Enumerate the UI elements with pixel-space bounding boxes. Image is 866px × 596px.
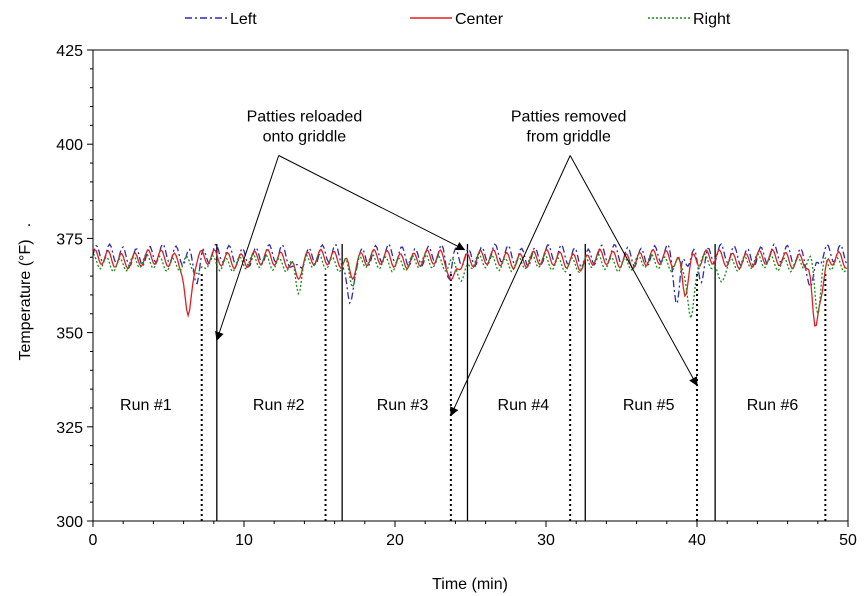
- y-tick-label: 375: [56, 231, 83, 248]
- series-left-line: [92, 243, 848, 305]
- x-tick-label: 0: [89, 532, 98, 549]
- legend: Left Center Right: [185, 11, 731, 28]
- x-tick-label: 40: [688, 532, 706, 549]
- y-tick-label: 425: [56, 43, 83, 60]
- annotation-arrow: [569, 155, 698, 387]
- run-label: Run #1: [120, 397, 172, 414]
- plot-frame: [92, 49, 849, 522]
- axes: 0 10 20 30 40 50 300 325 350 375 400 425: [56, 43, 857, 549]
- run-label: Run #4: [498, 397, 550, 414]
- x-tick-label: 30: [537, 532, 555, 549]
- annotations: Patties reloaded onto griddle Patties remo…: [215, 109, 698, 417]
- y-tick-label: 350: [56, 326, 83, 343]
- y-tick-label: 300: [56, 514, 83, 531]
- annotation-text: Patties reloaded onto griddle: [247, 109, 363, 146]
- annotation-arrow: [215, 155, 280, 341]
- legend-label-center: Center: [455, 11, 504, 28]
- x-tick-label: 20: [386, 532, 404, 549]
- y-tick-label: 325: [56, 420, 83, 437]
- annotation-text: Patties removed from griddle: [511, 109, 627, 146]
- run-labels: Run #1 Run #2 Run #3 Run #4 Run #5 Run #6: [120, 397, 798, 414]
- series-lines: [92, 243, 848, 327]
- run-label: Run #6: [747, 397, 799, 414]
- series-right-line: [92, 252, 848, 321]
- run-label: Run #3: [377, 397, 429, 414]
- run-divider-lines: [200, 244, 827, 521]
- annotation-arrow: [278, 155, 466, 251]
- y-axis-label: Temperature (°F): [17, 239, 34, 360]
- y-tick-label: 400: [56, 137, 83, 154]
- run-label: Run #5: [623, 397, 675, 414]
- legend-label-right: Right: [693, 11, 731, 28]
- run-label: Run #2: [253, 397, 305, 414]
- x-tick-label: 50: [839, 532, 857, 549]
- annotation-arrow: [450, 155, 571, 417]
- x-axis-label: Time (min): [432, 576, 508, 593]
- legend-label-left: Left: [230, 11, 257, 28]
- y-axis-label-suffix: .: [17, 223, 34, 227]
- x-tick-label: 10: [235, 532, 253, 549]
- series-center-line: [92, 248, 847, 327]
